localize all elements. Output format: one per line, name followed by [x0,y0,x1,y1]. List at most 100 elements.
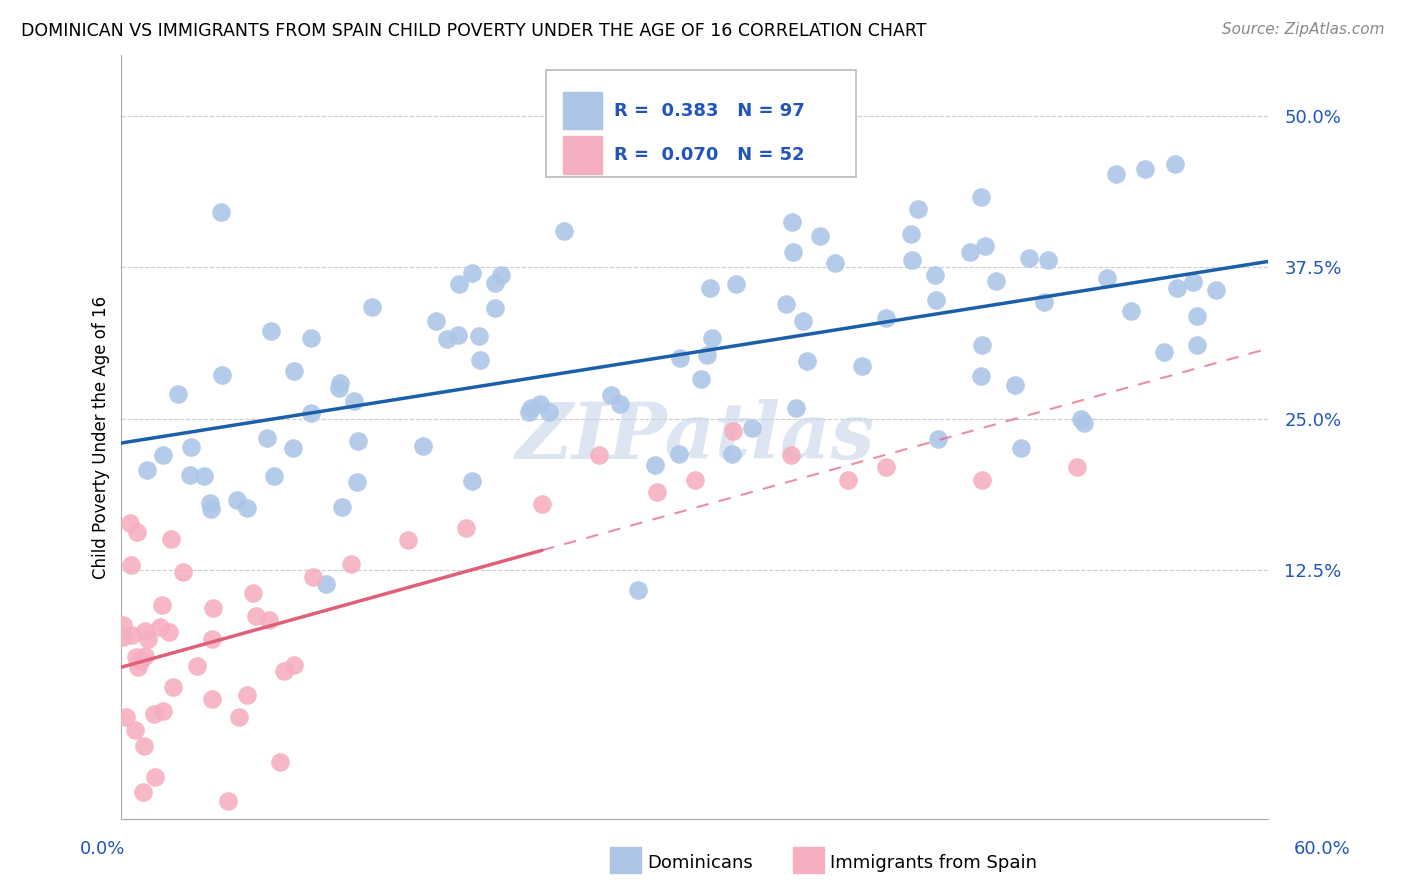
Point [970,473,993,487]
FancyBboxPatch shape [546,70,855,178]
Text: Dominicans: Dominicans [647,855,752,872]
Point [645,484,668,499]
Point [779,448,801,462]
Point [461,474,484,488]
Point [281,442,304,456]
Point [346,475,368,490]
Point [236,689,259,703]
Point [1018,251,1040,265]
Point [315,576,337,591]
Point [530,497,553,511]
Point [228,710,250,724]
Point [907,202,929,217]
Point [412,439,434,453]
Point [824,255,846,269]
Point [721,447,744,461]
Point [273,664,295,678]
Text: Immigrants from Spain: Immigrants from Spain [830,855,1036,872]
Text: Source: ZipAtlas.com: Source: ZipAtlas.com [1222,22,1385,37]
Point [927,432,949,446]
Text: R =  0.070   N = 52: R = 0.070 N = 52 [613,145,804,164]
Point [269,756,291,770]
Point [489,268,512,282]
Point [792,314,814,328]
Point [690,372,713,386]
Point [343,394,366,409]
Point [588,448,610,462]
Point [120,558,142,572]
Text: 60.0%: 60.0% [1294,840,1350,858]
Point [969,369,991,384]
Point [484,276,506,290]
Point [984,274,1007,288]
Point [484,301,506,315]
Point [396,533,419,548]
Point [179,467,201,482]
Point [1004,377,1026,392]
Point [347,434,370,448]
Point [172,565,194,579]
Point [447,277,470,291]
Point [702,331,724,345]
Point [425,314,447,328]
Point [808,228,831,243]
Point [1010,441,1032,455]
Point [900,227,922,242]
Point [202,601,225,615]
Point [775,296,797,310]
Point [1073,417,1095,431]
Point [299,406,322,420]
Point [115,710,138,724]
Point [626,582,648,597]
Point [796,353,818,368]
Point [1121,304,1143,318]
Point [1153,345,1175,359]
Point [683,473,706,487]
Point [134,648,156,663]
Point [959,244,981,259]
Point [142,707,165,722]
Point [837,473,859,487]
Point [1036,252,1059,267]
Point [127,660,149,674]
Point [461,266,484,280]
Point [301,569,323,583]
Point [780,215,803,229]
Point [340,558,363,572]
Point [236,501,259,516]
Point [157,625,180,640]
Point [851,359,873,373]
Point [112,618,135,632]
Point [669,351,692,365]
Point [283,364,305,378]
Point [143,770,166,784]
Point [211,368,233,383]
Point [529,397,551,411]
Point [328,381,350,395]
Point [1097,271,1119,285]
Point [436,332,458,346]
Point [600,388,623,402]
Point [242,586,264,600]
Point [152,704,174,718]
Point [1181,275,1204,289]
FancyBboxPatch shape [562,92,602,129]
Point [1185,338,1208,352]
Point [245,609,267,624]
Point [696,348,718,362]
Point [150,598,173,612]
Point [1066,460,1088,475]
Point [124,723,146,737]
Y-axis label: Child Poverty Under the Age of 16: Child Poverty Under the Age of 16 [93,295,110,579]
Point [120,516,142,531]
Point [901,252,924,267]
Point [1070,412,1092,426]
Point [128,654,150,668]
Point [167,387,190,401]
Point [132,785,155,799]
Point [537,405,560,419]
Point [924,268,946,282]
Point [520,401,543,416]
Point [553,224,575,238]
Point [283,658,305,673]
